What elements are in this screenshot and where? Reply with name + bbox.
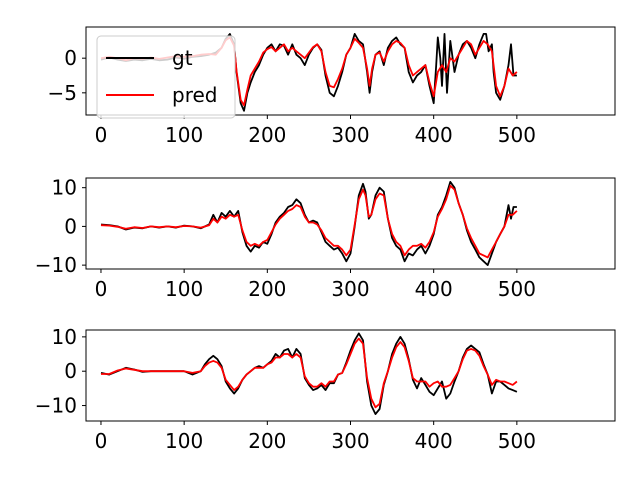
x-tick-label: 0 [95, 123, 108, 147]
x-tick-label: 100 [165, 123, 203, 147]
x-tick-label: 200 [248, 429, 286, 453]
x-tick-label: 300 [331, 123, 369, 147]
series-gt-line-panel-3 [100, 332, 518, 415]
x-tick-label: 100 [165, 277, 203, 301]
x-tick-label: 500 [498, 429, 536, 453]
x-tick-label: 400 [415, 123, 453, 147]
y-tick-label: 10 [52, 325, 77, 349]
x-tick-label: 100 [165, 429, 203, 453]
series-gt-line-panel-2 [100, 181, 517, 266]
x-tick-label: 400 [415, 429, 453, 453]
series-pred-line-panel-2 [100, 184, 518, 259]
x-tick-label: 500 [498, 123, 536, 147]
axes-frame [85, 329, 616, 422]
y-tick-label: −10 [35, 394, 77, 418]
plot-area [100, 332, 518, 415]
legend-box [96, 35, 236, 119]
y-tick-label: −10 [35, 253, 77, 277]
legend-label-gt: gt [172, 46, 193, 70]
x-tick-label: 400 [415, 277, 453, 301]
x-tick-label: 300 [331, 277, 369, 301]
x-tick-label: 300 [331, 429, 369, 453]
x-tick-label: 0 [95, 277, 108, 301]
x-tick-label: 200 [248, 277, 286, 301]
x-tick-label: 500 [498, 277, 536, 301]
y-tick-label: 0 [64, 46, 77, 70]
legend-label-pred: pred [172, 83, 217, 107]
series-pred-line-panel-3 [101, 337, 518, 409]
y-tick-label: 0 [64, 359, 77, 383]
y-tick-label: 10 [52, 176, 77, 200]
x-tick-label: 0 [95, 429, 108, 453]
y-tick-label: −5 [48, 81, 77, 105]
y-tick-label: 0 [64, 214, 77, 238]
plot-area [100, 181, 518, 266]
subplot-top: 0 100 200 300 400 500 0 −5 gt pred [48, 26, 616, 147]
x-tick-label: 200 [248, 123, 286, 147]
legend: gt pred [96, 35, 236, 119]
